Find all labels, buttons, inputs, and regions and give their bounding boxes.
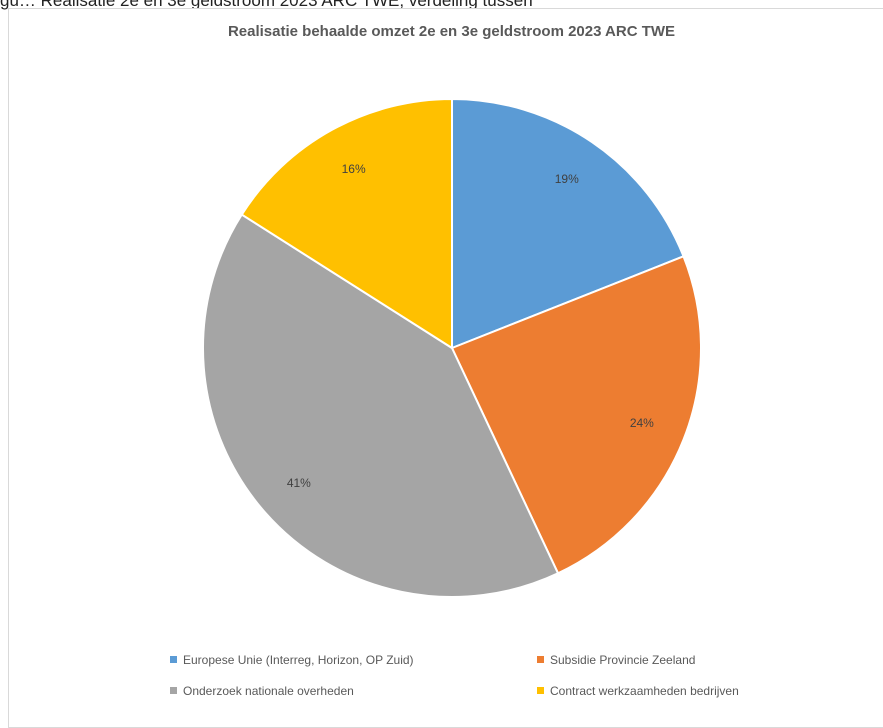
pie-slice-nationale-overheden (202, 213, 560, 598)
legend-label-contract-bedrijven: Contract werkzaamheden bedrijven (550, 684, 739, 698)
pie-slice-provincie-zeeland (450, 255, 702, 575)
legend-swatch-nationale-overheden (170, 687, 177, 694)
legend-swatch-provincie-zeeland (537, 656, 544, 663)
legend-swatch-contract-bedrijven (537, 687, 544, 694)
chart-title: Realisatie behaalde omzet 2e en 3e gelds… (227, 23, 676, 40)
legend-item-nationale-overheden: Onderzoek nationale overheden (170, 684, 354, 698)
legend-item-provincie-zeeland: Subsidie Provincie Zeeland (537, 653, 695, 667)
figure-caption-text: gu… Realisatie 2e en 3e geldstroom 2023 … (0, 0, 533, 10)
legend-label-nationale-overheden: Onderzoek nationale overheden (183, 684, 354, 698)
figure-caption: gu… Realisatie 2e en 3e geldstroom 2023 … (0, 0, 883, 12)
legend-swatch-europese-unie (170, 656, 177, 663)
data-label-europese-unie: 19% (555, 172, 579, 186)
legend-label-europese-unie: Europese Unie (Interreg, Horizon, OP Zui… (183, 653, 414, 667)
data-label-provincie-zeeland: 24% (630, 416, 654, 430)
legend-item-contract-bedrijven: Contract werkzaamheden bedrijven (537, 684, 739, 698)
legend-label-provincie-zeeland: Subsidie Provincie Zeeland (550, 653, 696, 667)
legend-item-europese-unie: Europese Unie (Interreg, Horizon, OP Zui… (170, 653, 414, 667)
pie-chart: 19% 24% 41% 16% (202, 97, 702, 598)
pie-slice-europese-unie (451, 97, 685, 350)
pie-slice-contract-bedrijven (240, 97, 453, 350)
data-label-contract-bedrijven: 16% (342, 162, 366, 176)
data-label-nationale-overheden: 41% (287, 476, 311, 490)
